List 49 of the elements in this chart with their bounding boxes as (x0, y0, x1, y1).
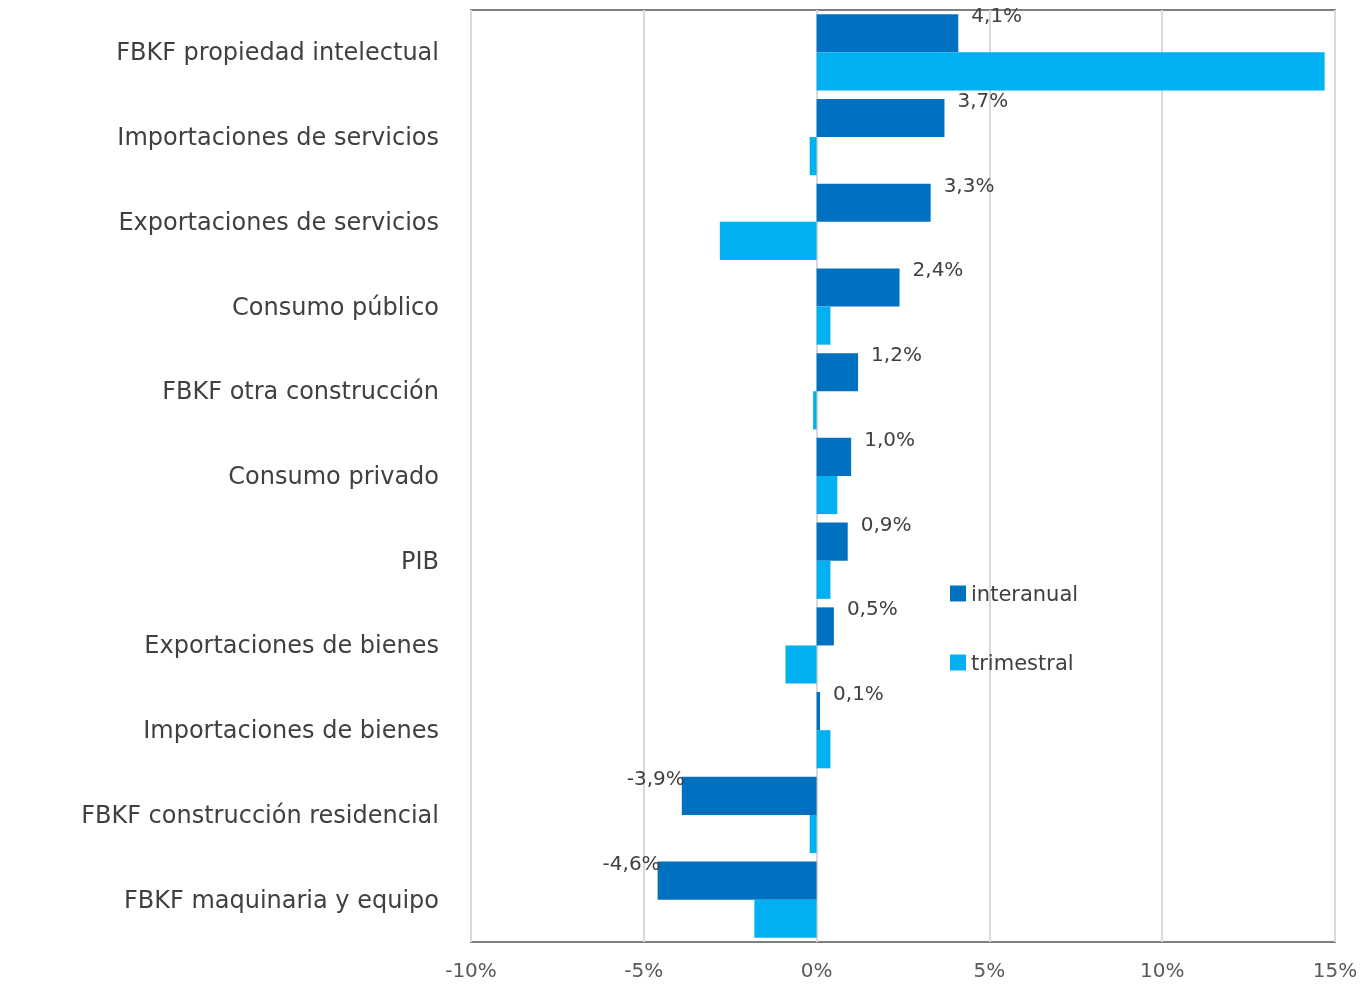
x-tick-label: -10% (445, 958, 497, 982)
y-tick-label: FBKF maquinaria y equipo (123, 885, 439, 914)
data-label: 0,1% (833, 681, 884, 706)
bar (809, 137, 817, 176)
data-label: 4,1% (971, 3, 1023, 28)
y-tick-label: Exportaciones de servicios (118, 207, 439, 236)
y-tick-label: PIB (400, 546, 439, 575)
data-label: 3,3% (943, 172, 995, 197)
bar (785, 645, 817, 684)
x-tick-label: 15% (1312, 958, 1358, 982)
y-tick-label: Consumo público (232, 292, 439, 321)
bar (816, 306, 831, 345)
data-label: 1,2% (871, 342, 922, 367)
y-tick-label: Consumo privado (228, 462, 439, 490)
bar (719, 221, 817, 260)
y-tick-label: FBKF otra construcción (162, 377, 439, 406)
data-label: 0,9% (860, 511, 912, 536)
bar (816, 607, 834, 646)
bar (816, 476, 838, 515)
legend-label: interanual (971, 581, 1079, 606)
data-label: -3,9% (626, 765, 685, 790)
bar (816, 353, 859, 392)
y-tick-label: FBKF propiedad intelectual (116, 38, 439, 67)
x-tick-label: 10% (1139, 958, 1185, 982)
x-tick-label: 0% (800, 958, 833, 982)
bar (754, 899, 817, 938)
bar (816, 560, 831, 599)
data-label: -4,6% (602, 850, 661, 875)
bar (816, 183, 931, 222)
data-label: 3,7% (957, 88, 1009, 113)
bar (816, 268, 900, 307)
data-label: 2,4% (912, 257, 964, 282)
bar (809, 814, 817, 854)
data-label: 0,5% (846, 596, 898, 621)
x-tick-label: -5% (624, 958, 664, 982)
bar (816, 730, 831, 769)
bar (816, 98, 945, 138)
bar (816, 522, 848, 561)
y-tick-label: Importaciones de servicios (117, 123, 439, 152)
bar (816, 52, 1325, 91)
y-tick-label: FBKF construcción residencial (81, 800, 439, 829)
bar (813, 391, 817, 430)
bar (816, 14, 959, 53)
data-label: 1,0% (864, 426, 915, 451)
bar (816, 437, 852, 476)
legend-label: trimestral (971, 650, 1074, 675)
y-tick-label: Exportaciones de bienes (144, 631, 439, 660)
y-tick-label: Importaciones de bienes (143, 716, 439, 745)
x-tick-label: 5% (973, 958, 1006, 982)
